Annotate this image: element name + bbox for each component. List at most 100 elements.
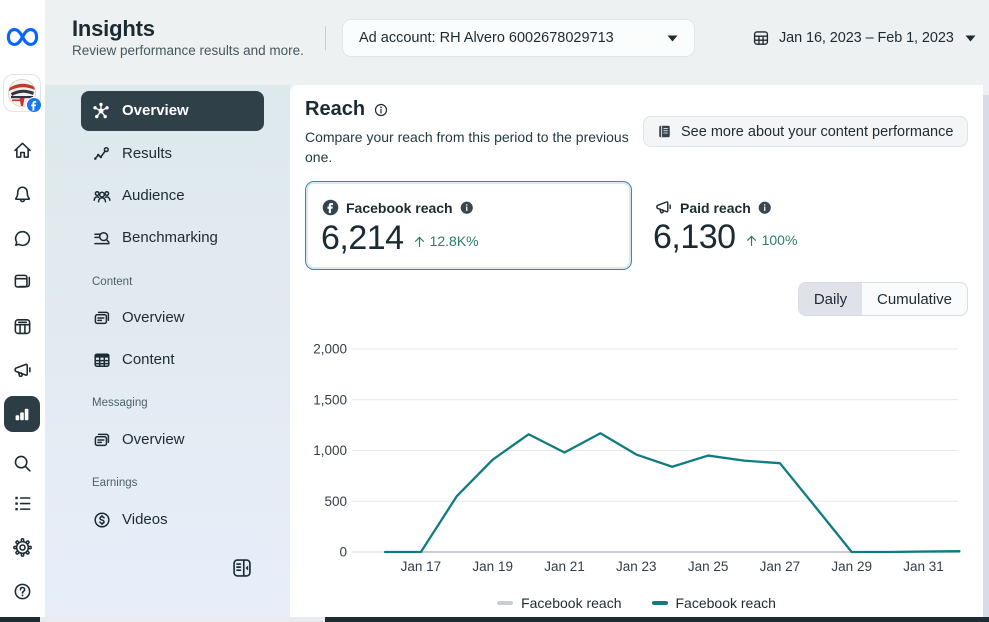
- sidebar-item-label: Content: [122, 351, 175, 368]
- paid-reach-info-icon[interactable]: [758, 201, 772, 215]
- legend-label: Facebook reach: [675, 595, 776, 611]
- content-report-icon: [659, 125, 670, 138]
- metric-value: 6,214: [321, 219, 404, 257]
- metric-value: 6,130: [653, 218, 736, 256]
- sidebar-item-videos[interactable]: Videos: [81, 500, 281, 540]
- reach-info-icon[interactable]: [373, 102, 389, 118]
- legend-item-previous[interactable]: Facebook reach: [497, 595, 622, 611]
- svg-text:Jan 19: Jan 19: [472, 559, 513, 574]
- toggle-daily[interactable]: Daily: [799, 283, 862, 315]
- legend-swatch-gray: [497, 601, 514, 605]
- sidebar-item-label: Overview: [122, 431, 185, 448]
- horizontal-scrollbar-track: [0, 617, 989, 622]
- benchmarking-icon: [94, 231, 110, 245]
- insights-active-tile[interactable]: [4, 396, 40, 432]
- granularity-toggle: Daily Cumulative: [798, 282, 968, 316]
- svg-text:Jan 31: Jan 31: [903, 559, 944, 574]
- paid-reach-megaphone-icon: [656, 201, 671, 214]
- svg-text:0: 0: [339, 545, 347, 560]
- ad-account-dropdown[interactable]: Ad account: RH Alvero 6002678029713: [342, 19, 695, 57]
- facebook-reach-card[interactable]: Facebook reach 6,214 12.8K%: [305, 181, 632, 270]
- meta-logo-icon[interactable]: [6, 26, 39, 48]
- planner-calendar-icon[interactable]: [10, 314, 34, 338]
- sidebar-item-benchmarking[interactable]: Benchmarking: [81, 218, 281, 258]
- svg-text:Jan 17: Jan 17: [401, 559, 442, 574]
- search-icon[interactable]: [10, 451, 34, 475]
- toggle-cumulative[interactable]: Cumulative: [876, 290, 953, 308]
- svg-text:1,000: 1,000: [313, 443, 347, 458]
- collapse-sidebar-icon: [233, 559, 251, 577]
- see-more-label: See more about your content performance: [681, 123, 954, 140]
- svg-text:Jan 27: Jan 27: [760, 559, 801, 574]
- inbox-chat-icon[interactable]: [10, 226, 34, 250]
- legend-label: Facebook reach: [521, 595, 622, 611]
- insights-sidebar: Overview Results: [45, 85, 290, 617]
- date-range-label: Jan 16, 2023 – Feb 1, 2023: [779, 30, 954, 46]
- videos-earnings-icon: [94, 512, 110, 528]
- overview-hub-icon: [93, 102, 109, 119]
- ad-account-label: Ad account: RH Alvero 6002678029713: [359, 30, 614, 46]
- svg-text:Jan 29: Jan 29: [831, 559, 872, 574]
- trend-up-arrow-icon: [746, 235, 756, 246]
- collapse-sidebar-button[interactable]: [231, 557, 253, 579]
- vertical-scrollbar-thumb[interactable]: [983, 95, 989, 617]
- sidebar-item-label: Videos: [122, 511, 168, 528]
- sidebar-item-results[interactable]: Results: [81, 134, 281, 174]
- svg-text:1,500: 1,500: [313, 392, 347, 407]
- reach-line-chart: 0 500 1,000 1,500 2,000 Jan 17 Jan 19 Jan 21 Jan…: [313, 342, 961, 574]
- metric-delta-text: 12.8K%: [429, 233, 479, 249]
- svg-text:Jan 21: Jan 21: [544, 559, 585, 574]
- sidebar-item-label: Overview: [122, 102, 189, 119]
- content-overview-icon: [94, 311, 110, 325]
- sidebar-item-content[interactable]: Content: [81, 340, 281, 380]
- sidebar-item-messaging-overview[interactable]: Overview: [81, 420, 281, 460]
- date-caret-icon: [965, 35, 976, 41]
- sidebar-item-label: Audience: [122, 187, 185, 204]
- sidebar-item-audience[interactable]: Audience: [81, 176, 281, 216]
- help-icon[interactable]: [10, 579, 34, 603]
- calendar-icon: [753, 31, 769, 45]
- facebook-reach-info-icon[interactable]: [460, 201, 474, 215]
- posts-pages-icon[interactable]: [10, 270, 34, 294]
- legend-item-current[interactable]: Facebook reach: [651, 595, 776, 611]
- see-more-button[interactable]: See more about your content performance: [643, 116, 968, 147]
- metric-delta: 100%: [744, 232, 798, 248]
- business-avatar[interactable]: [3, 74, 42, 113]
- date-range-picker[interactable]: Jan 16, 2023 – Feb 1, 2023: [752, 26, 976, 50]
- settings-gear-icon[interactable]: [10, 535, 34, 559]
- reach-title: Reach: [305, 98, 366, 120]
- horizontal-scrollbar-thumb[interactable]: [40, 617, 325, 622]
- svg-text:Jan 23: Jan 23: [616, 559, 657, 574]
- facebook-badge-icon: [26, 97, 42, 113]
- metric-label: Facebook reach: [346, 199, 453, 216]
- notifications-bell-icon[interactable]: [10, 182, 34, 206]
- sidebar-item-content-overview[interactable]: Overview: [81, 298, 281, 338]
- sidebar-section-earnings: Earnings: [92, 477, 138, 489]
- insights-bars-icon: [15, 408, 29, 421]
- left-rail: [0, 0, 45, 617]
- results-icon: [94, 146, 109, 160]
- page-subtitle: Review performance results and more.: [72, 43, 304, 58]
- sidebar-section-content: Content: [92, 276, 133, 288]
- trend-up-arrow-icon: [414, 236, 424, 247]
- reach-panel: Reach Compare your reach from this perio…: [290, 85, 983, 617]
- home-icon[interactable]: [10, 138, 34, 162]
- sidebar-section-messaging: Messaging: [92, 397, 148, 409]
- tasks-list-icon[interactable]: [10, 491, 34, 515]
- sidebar-item-label: Results: [122, 145, 173, 162]
- audience-icon: [93, 191, 111, 203]
- sidebar-item-label: Benchmarking: [122, 229, 218, 246]
- sidebar-item-label: Overview: [122, 309, 185, 326]
- sidebar-item-overview[interactable]: Overview: [81, 91, 264, 131]
- chart-legend: Facebook reach Facebook reach: [290, 595, 983, 611]
- legend-swatch-teal: [651, 601, 668, 605]
- page-title: Insights: [72, 16, 155, 41]
- svg-text:Jan 25: Jan 25: [688, 559, 729, 574]
- header-divider: [325, 26, 326, 50]
- reach-description: Compare your reach from this period to t…: [305, 129, 629, 165]
- metric-delta-text: 100%: [761, 232, 798, 248]
- svg-text:500: 500: [324, 494, 347, 509]
- ads-megaphone-icon[interactable]: [10, 358, 34, 382]
- metric-delta: 12.8K%: [412, 233, 479, 249]
- dropdown-caret-icon: [667, 35, 678, 41]
